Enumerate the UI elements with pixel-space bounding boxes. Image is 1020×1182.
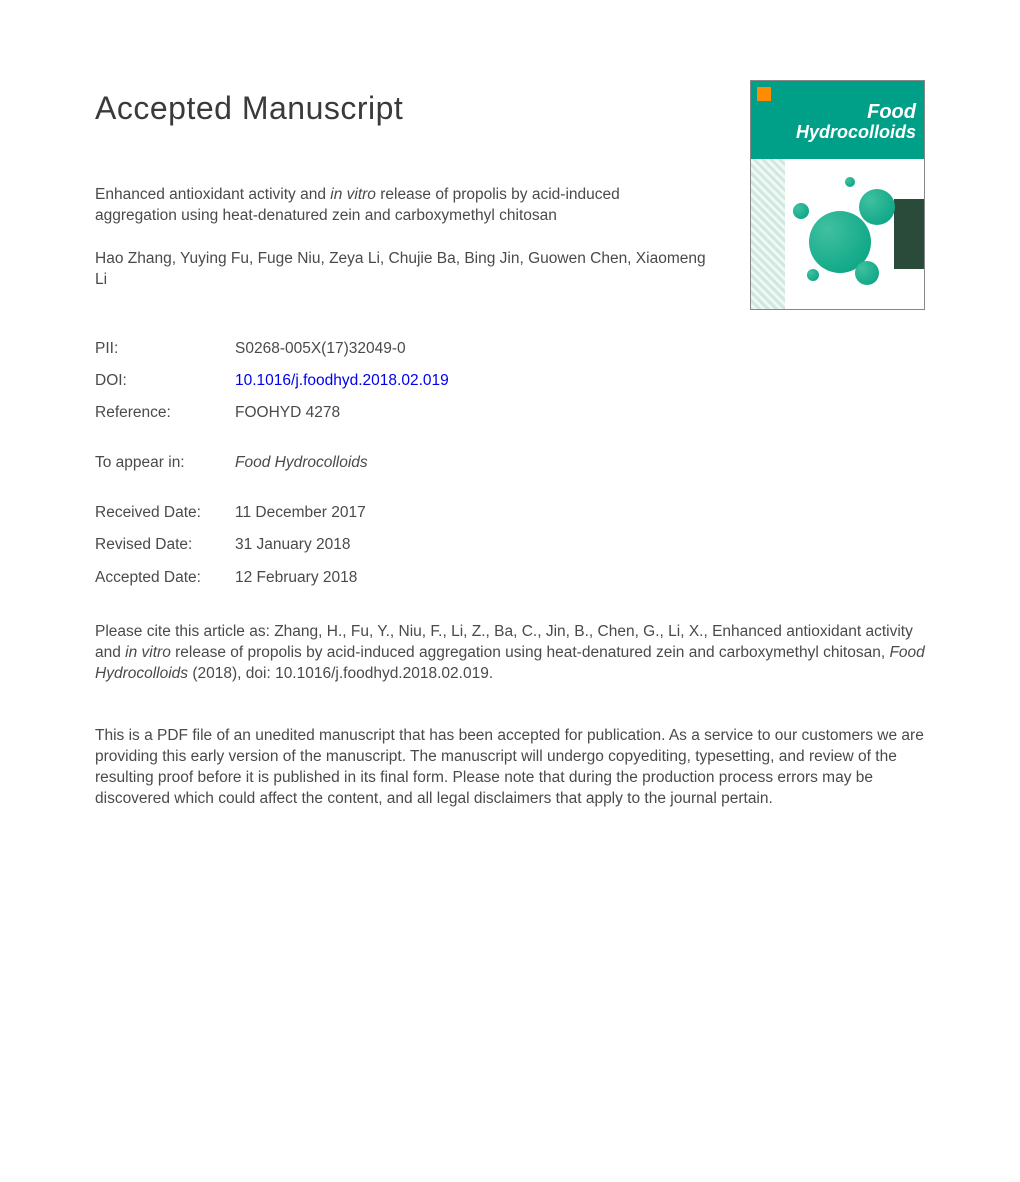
meta-label: Accepted Date:: [95, 568, 235, 588]
citation-part: release of propolis by acid-induced aggr…: [171, 644, 890, 661]
meta-value: 11 December 2017: [235, 503, 366, 523]
citation-part: (2018), doi: 10.1016/j.foodhyd.2018.02.0…: [188, 665, 493, 682]
citation-italic: in vitro: [125, 644, 171, 661]
title-italic: in vitro: [330, 186, 376, 203]
meta-label: To appear in:: [95, 453, 235, 473]
doi-link[interactable]: 10.1016/j.foodhyd.2018.02.019: [235, 371, 449, 391]
article-title: Enhanced antioxidant activity and in vit…: [95, 185, 705, 227]
bubble-icon: [807, 269, 819, 281]
bubble-icon: [859, 189, 895, 225]
bubble-icon: [845, 177, 855, 187]
meta-value: 12 February 2018: [235, 568, 357, 588]
bubble-icon: [793, 203, 809, 219]
publisher-notice: This is a PDF file of an unedited manusc…: [95, 726, 925, 810]
bubble-icon: [855, 261, 879, 285]
cover-artwork: [751, 159, 924, 310]
citation-text: Please cite this article as: Zhang, H., …: [95, 622, 925, 685]
meta-value: S0268-005X(17)32049-0: [235, 339, 406, 359]
journal-cover: Food Hydrocolloids: [750, 80, 925, 310]
title-text: Enhanced antioxidant activity and: [95, 186, 330, 203]
journal-name-line1: Food: [759, 101, 916, 124]
meta-value: 31 January 2018: [235, 535, 350, 555]
cover-right-texture-icon: [894, 199, 924, 269]
meta-value: FOOHYD 4278: [235, 403, 340, 423]
meta-value-journal: Food Hydrocolloids: [235, 453, 368, 473]
meta-row-pii: PII: S0268-005X(17)32049-0: [95, 339, 925, 359]
meta-label: DOI:: [95, 371, 235, 391]
meta-row-reference: Reference: FOOHYD 4278: [95, 403, 925, 423]
meta-row-revised: Revised Date: 31 January 2018: [95, 535, 925, 555]
meta-row-accepted: Accepted Date: 12 February 2018: [95, 568, 925, 588]
meta-row-received: Received Date: 11 December 2017: [95, 503, 925, 523]
meta-row-doi: DOI: 10.1016/j.foodhyd.2018.02.019: [95, 371, 925, 391]
cover-side-texture-icon: [751, 159, 785, 310]
meta-label: Revised Date:: [95, 535, 235, 555]
cover-header: Food Hydrocolloids: [751, 81, 924, 159]
metadata-block: PII: S0268-005X(17)32049-0 DOI: 10.1016/…: [95, 339, 925, 588]
authors-list: Hao Zhang, Yuying Fu, Fuge Niu, Zeya Li,…: [95, 249, 715, 291]
meta-label: Reference:: [95, 403, 235, 423]
meta-label: Received Date:: [95, 503, 235, 523]
meta-label: PII:: [95, 339, 235, 359]
meta-row-appear: To appear in: Food Hydrocolloids: [95, 453, 925, 473]
journal-name-line2: Hydrocolloids: [759, 122, 916, 143]
publisher-logo-icon: [757, 87, 771, 101]
